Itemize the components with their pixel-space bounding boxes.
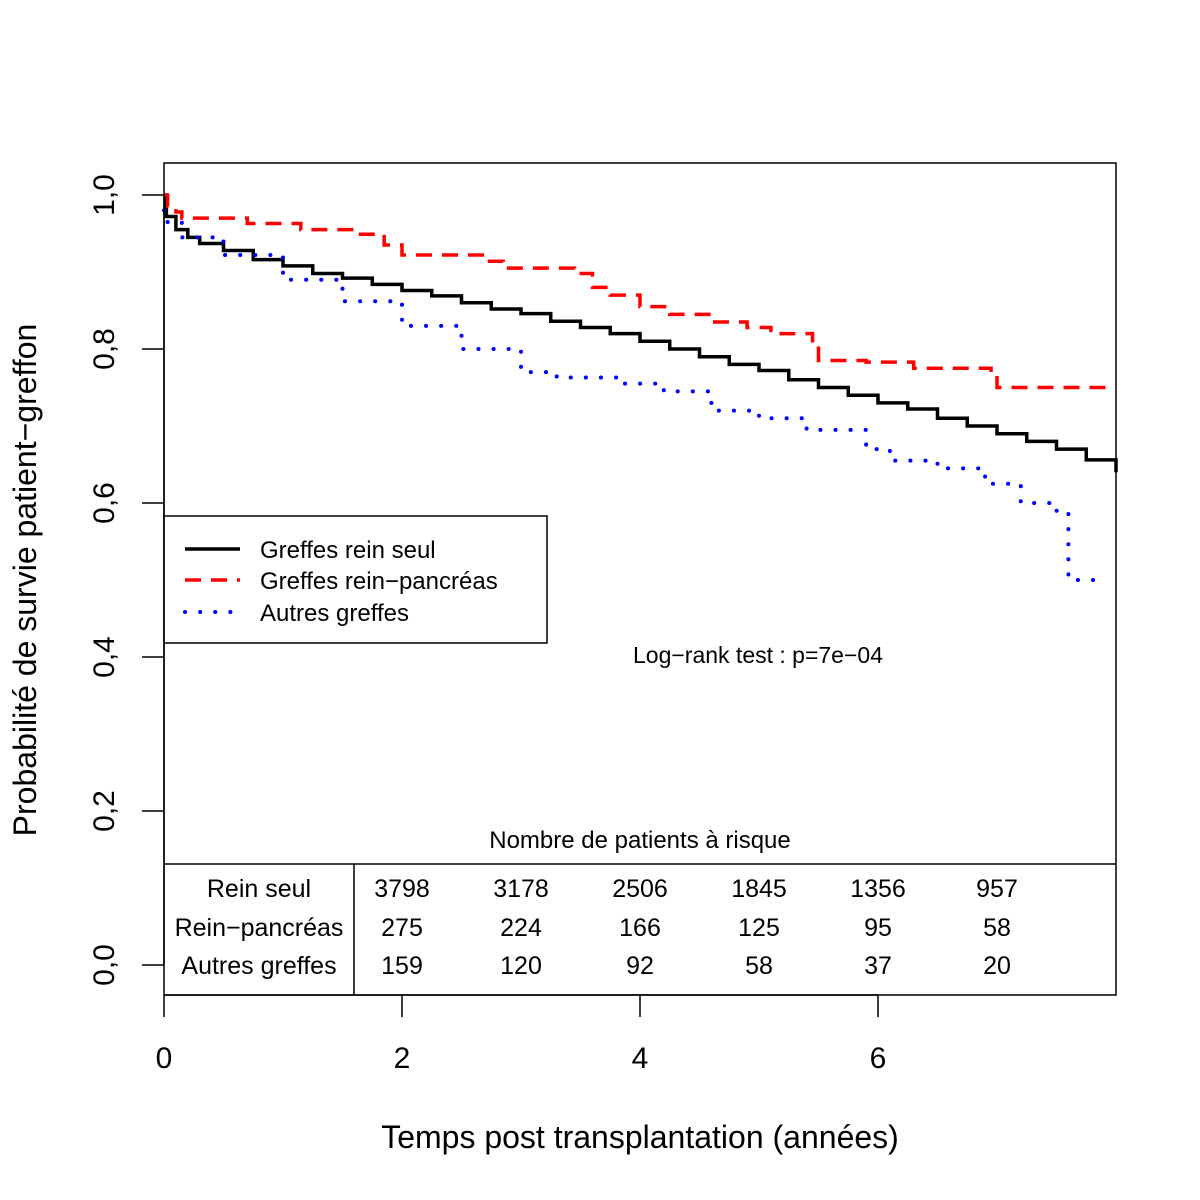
- series-line-3: [162, 208, 1107, 582]
- x-axis: 0 2 4 6: [156, 994, 887, 1075]
- series-line-2: [164, 193, 1116, 390]
- risk-cell-3-5: 37: [864, 952, 892, 980]
- x-tick-label-3: 6: [870, 1042, 887, 1075]
- x-axis-label: Temps post transplantation (années): [381, 1119, 899, 1155]
- legend-label-autres: Autres greffes: [260, 600, 409, 627]
- risk-cell-3-6: 20: [983, 952, 1011, 980]
- risk-cell-2-6: 58: [983, 914, 1011, 942]
- risk-row-label-2: Rein−pancréas: [175, 914, 344, 942]
- risk-cell-1-1: 3798: [374, 875, 430, 903]
- risk-cell-3-3: 92: [626, 952, 654, 980]
- series-layer: [162, 193, 1118, 582]
- x-tick-label-2: 4: [632, 1042, 649, 1075]
- y-axis-label: Probabilité de survie patient−greffon: [7, 324, 43, 837]
- risk-table-title: Nombre de patients à risque: [489, 827, 791, 854]
- risk-cell-1-5: 1356: [850, 875, 906, 903]
- risk-cell-2-3: 166: [619, 914, 661, 942]
- risk-cell-3-4: 58: [745, 952, 773, 980]
- x-tick-label-0: 0: [156, 1042, 173, 1075]
- risk-cell-2-2: 224: [500, 914, 542, 942]
- risk-row-label-1: Rein seul: [207, 875, 311, 903]
- risk-cell-2-5: 95: [864, 914, 892, 942]
- risk-table: Nombre de patients à risque Rein seul 379…: [164, 827, 1116, 995]
- risk-cell-3-2: 120: [500, 952, 542, 980]
- risk-table-cells: Rein seul 3798 3178 2506 1845 1356 957 Rein−pan…: [175, 875, 1018, 980]
- legend-label-rein-seul: Greffes rein seul: [260, 537, 436, 564]
- risk-cell-1-3: 2506: [612, 875, 668, 903]
- y-axis: 0,0 0,2 0,4 0,6 0,8 1,0: [88, 174, 165, 986]
- legend: Greffes rein seul Greffes rein−pancréas …: [163, 515, 548, 644]
- logrank-annotation: Log−rank test : p=7e−04: [633, 642, 883, 668]
- y-tick-label-4: 0,8: [88, 328, 121, 370]
- x-tick-label-1: 2: [394, 1042, 411, 1075]
- series-line-1: [164, 193, 1118, 473]
- legend-label-rein-pancreas: Greffes rein−pancréas: [260, 568, 498, 595]
- legend-box: [163, 515, 548, 644]
- risk-cell-1-6: 957: [976, 875, 1018, 903]
- risk-cell-3-1: 159: [381, 952, 423, 980]
- y-tick-label-3: 0,6: [88, 482, 121, 524]
- risk-cell-2-4: 125: [738, 914, 780, 942]
- risk-cell-1-2: 3178: [493, 875, 549, 903]
- y-tick-label-5: 1,0: [88, 174, 121, 216]
- y-tick-label-2: 0,4: [88, 636, 121, 678]
- y-tick-label-0: 0,0: [88, 944, 121, 986]
- y-tick-label-1: 0,2: [88, 790, 121, 832]
- risk-cell-1-4: 1845: [731, 875, 787, 903]
- risk-row-label-3: Autres greffes: [181, 952, 336, 980]
- risk-cell-2-1: 275: [381, 914, 423, 942]
